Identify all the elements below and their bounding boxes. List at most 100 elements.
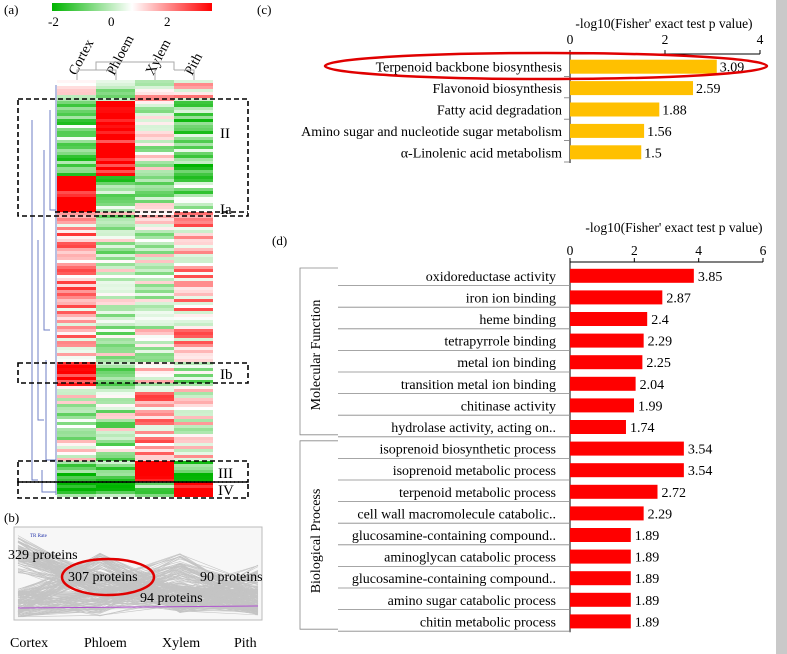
heatmap-cell bbox=[57, 143, 96, 146]
heatmap-cell bbox=[96, 281, 135, 284]
heatmap-cell bbox=[135, 278, 174, 281]
panel-a-label: (a) bbox=[4, 2, 18, 17]
trend-line bbox=[17, 550, 259, 590]
chart-c-xtick: 4 bbox=[757, 32, 764, 47]
heatmap-cell bbox=[96, 266, 135, 269]
heatmap-cell bbox=[57, 335, 96, 338]
heatmap-cell bbox=[96, 464, 135, 467]
heatmap-cell bbox=[57, 266, 96, 269]
chart-d-bar bbox=[570, 484, 658, 499]
heatmap-cell bbox=[135, 452, 174, 455]
heatmap-cell bbox=[57, 272, 96, 275]
chart-d-value-label: 2.72 bbox=[661, 486, 686, 501]
heatmap-cell bbox=[57, 380, 96, 383]
heatmap-cell bbox=[174, 341, 213, 344]
heatmap-cell bbox=[174, 98, 213, 101]
heatmap-cell bbox=[135, 164, 174, 167]
heatmap-cell bbox=[57, 257, 96, 260]
heatmap-cell bbox=[96, 206, 135, 209]
heatmap-cell bbox=[96, 449, 135, 452]
chart-d-bar bbox=[570, 333, 644, 348]
heatmap-cell bbox=[57, 155, 96, 158]
heatmap-cell bbox=[57, 92, 96, 95]
heatmap-cell bbox=[57, 83, 96, 86]
heatmap-cell bbox=[57, 224, 96, 227]
chart-d-category-label: oxidoreductase activity bbox=[426, 270, 556, 285]
chart-d-value-label: 2.29 bbox=[648, 335, 673, 350]
heatmap-cell bbox=[174, 488, 213, 491]
heatmap-cell bbox=[174, 437, 213, 440]
heatmap-cell bbox=[174, 419, 213, 422]
heatmap-cell bbox=[174, 491, 213, 494]
heatmap-cell bbox=[135, 248, 174, 251]
heatmap-cell bbox=[174, 482, 213, 485]
heatmap-cell bbox=[135, 470, 174, 473]
heatmap-cell bbox=[174, 161, 213, 164]
heatmap-cell bbox=[57, 113, 96, 116]
trend-line bbox=[17, 566, 259, 602]
heatmap-cell bbox=[96, 221, 135, 224]
heatmap-cell bbox=[57, 281, 96, 284]
heatmap-cell bbox=[57, 416, 96, 419]
heatmap-cell bbox=[135, 263, 174, 266]
heatmap-cell bbox=[135, 287, 174, 290]
heatmap-cell bbox=[96, 422, 135, 425]
heatmap-cell bbox=[135, 254, 174, 257]
heatmap-cell bbox=[135, 206, 174, 209]
heatmap-cell bbox=[174, 404, 213, 407]
heatmap-cell bbox=[174, 263, 213, 266]
heatmap-cell bbox=[96, 332, 135, 335]
heatmap-cell bbox=[96, 428, 135, 431]
heatmap-cell bbox=[57, 461, 96, 464]
heatmap-cell bbox=[174, 293, 213, 296]
heatmap-cell bbox=[135, 419, 174, 422]
heatmap-cell bbox=[135, 143, 174, 146]
heatmap-cell bbox=[57, 212, 96, 215]
heatmap-cell bbox=[174, 179, 213, 182]
chart-d-value-label: 1.89 bbox=[635, 551, 660, 566]
chart-c-xtick: 0 bbox=[567, 32, 574, 47]
heatmap-cell bbox=[135, 257, 174, 260]
heatmap-cell bbox=[57, 344, 96, 347]
heatmap-cell bbox=[135, 173, 174, 176]
heatmap-cell bbox=[174, 485, 213, 488]
heatmap-cell bbox=[57, 233, 96, 236]
heatmap-cell bbox=[135, 428, 174, 431]
heatmap-cell bbox=[135, 284, 174, 287]
heatmap-cell bbox=[174, 350, 213, 353]
heatmap-cell bbox=[96, 491, 135, 494]
chart-d-group-bracket bbox=[299, 440, 338, 630]
heatmap-cell bbox=[135, 101, 174, 104]
heatmap-cell bbox=[57, 197, 96, 200]
heatmap-cell bbox=[135, 170, 174, 173]
chart-d-category-label: isoprenoid biosynthetic process bbox=[379, 443, 556, 458]
heatmap-cell bbox=[96, 164, 135, 167]
trend-line bbox=[17, 563, 259, 593]
heatmap-cell bbox=[57, 110, 96, 113]
chart-d-bar bbox=[570, 441, 684, 456]
heatmap-cell bbox=[96, 89, 135, 92]
heatmap-cell bbox=[57, 419, 96, 422]
heatmap-cell bbox=[57, 428, 96, 431]
chart-d-category-label: iron ion binding bbox=[466, 291, 556, 306]
heatmap-cell bbox=[174, 152, 213, 155]
chart-d-bar bbox=[570, 290, 663, 305]
heatmap-cell bbox=[57, 326, 96, 329]
chart-d: 0 2 4 6 oxidoreductase activity 3.85 iron ion … bbox=[299, 243, 767, 633]
heatmap-cell bbox=[135, 371, 174, 374]
heatmap-cell bbox=[135, 479, 174, 482]
heatmap-cell bbox=[96, 392, 135, 395]
heatmap-cell bbox=[96, 80, 135, 83]
chart-d-bar bbox=[570, 592, 631, 607]
heatmap-cell bbox=[174, 119, 213, 122]
chart-c-category-label: Flavonoid biosynthesis bbox=[432, 82, 562, 97]
heatmap-cell bbox=[174, 116, 213, 119]
heatmap-cell bbox=[174, 389, 213, 392]
heatmap-cell bbox=[96, 341, 135, 344]
heatmap-cell bbox=[174, 242, 213, 245]
heatmap-cell bbox=[96, 236, 135, 239]
heatmap-cell bbox=[96, 374, 135, 377]
heatmap-cell bbox=[135, 218, 174, 221]
chart-d-xtick: 4 bbox=[695, 243, 702, 258]
heatmap-cell bbox=[174, 452, 213, 455]
